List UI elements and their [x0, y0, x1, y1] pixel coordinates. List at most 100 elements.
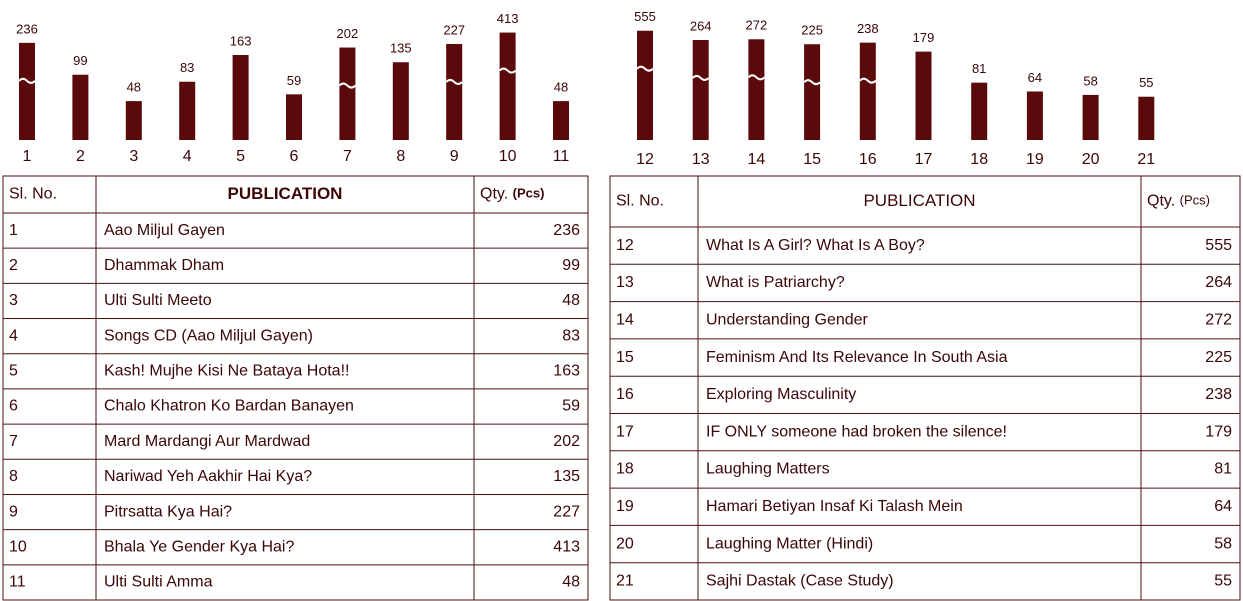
- category-label: 4: [183, 148, 192, 165]
- value-label: 58: [1083, 73, 1097, 88]
- sl-no: 18: [616, 461, 634, 478]
- value-label: 59: [287, 73, 301, 88]
- bar: [748, 39, 765, 140]
- value-label: 225: [801, 23, 823, 38]
- sl-no: 9: [9, 503, 18, 520]
- title: Ulti Sulti Meeto: [104, 292, 212, 309]
- value-label: 413: [497, 11, 519, 26]
- bar-break: [859, 77, 877, 84]
- qty: 48: [562, 574, 580, 591]
- title: Aao Miljul Gayen: [104, 222, 225, 239]
- sl-no: 20: [616, 535, 634, 552]
- sl-no: 21: [616, 573, 634, 590]
- sl-no: 4: [9, 327, 18, 344]
- bar: [1082, 94, 1099, 140]
- category-label: 6: [290, 148, 299, 165]
- qty: 55: [1214, 573, 1232, 590]
- category-label: 1: [23, 148, 32, 165]
- header: PUBLICATION: [863, 191, 975, 210]
- qty: 555: [1205, 237, 1232, 254]
- qty: 264: [1205, 274, 1232, 291]
- qty: 272: [1205, 311, 1232, 328]
- bar-break: [445, 78, 463, 85]
- qty: 179: [1205, 423, 1232, 440]
- bar-break: [747, 74, 766, 81]
- sl-no: 8: [9, 468, 18, 485]
- bar-break: [18, 77, 36, 84]
- qty: 83: [562, 327, 580, 344]
- sl-no: 17: [616, 423, 634, 440]
- bar: [1138, 96, 1155, 140]
- value-label: 272: [746, 18, 768, 33]
- bar: [179, 81, 196, 140]
- category-label: 18: [970, 151, 988, 168]
- value-label: 264: [690, 18, 712, 33]
- header-part: (Pcs): [513, 186, 545, 201]
- value-label: 55: [1139, 75, 1153, 90]
- category-label: 17: [915, 151, 933, 168]
- value-label: 202: [337, 26, 359, 41]
- value-label: 99: [73, 53, 87, 68]
- bar: [637, 30, 653, 141]
- title: Sajhi Dastak (Case Study): [706, 573, 894, 590]
- category-label: 11: [553, 148, 570, 165]
- title: Exploring Masculinity: [706, 386, 856, 403]
- sl-no: 3: [9, 292, 18, 309]
- value-label: 48: [127, 80, 141, 95]
- title: Dhammak Dham: [104, 257, 224, 274]
- bar: [19, 42, 35, 141]
- bar: [553, 101, 569, 140]
- header: Sl. No.: [9, 186, 57, 203]
- title: Ulti Sulti Amma: [104, 574, 213, 591]
- qty: 135: [553, 468, 580, 485]
- bar: [971, 82, 988, 140]
- sl-no: 16: [616, 386, 634, 403]
- value-label: 555: [634, 9, 656, 24]
- title: Kash! Mujhe Kisi Ne Bataya Hota!!: [104, 363, 349, 380]
- bar: [692, 39, 709, 140]
- category-label: 5: [236, 148, 245, 165]
- bar: [804, 44, 821, 140]
- header: Qty. (Pcs): [1147, 193, 1210, 210]
- title: Pitrsatta Kya Hai?: [104, 503, 232, 520]
- table-border: [609, 175, 1241, 601]
- value-label: 81: [972, 61, 986, 76]
- qty: 48: [562, 292, 580, 309]
- title: Hamari Betiyan Insaf Ki Talash Mein: [706, 498, 963, 515]
- bar-break: [498, 67, 517, 74]
- category-label: 10: [499, 148, 517, 165]
- value-label: 179: [913, 30, 935, 45]
- title: Laughing Matters: [706, 461, 830, 478]
- sl-no: 12: [616, 237, 634, 254]
- sl-no: 19: [616, 498, 634, 515]
- category-label: 8: [396, 148, 405, 165]
- sl-no: 11: [9, 574, 26, 591]
- qty: 99: [562, 257, 580, 274]
- category-label: 2: [76, 148, 85, 165]
- qty: 58: [1214, 535, 1232, 552]
- sl-no: 2: [9, 257, 18, 274]
- value-label: 236: [16, 21, 38, 36]
- title: Understanding Gender: [706, 311, 869, 328]
- category-label: 12: [636, 151, 654, 168]
- bar-break: [338, 82, 357, 89]
- qty: 59: [562, 398, 580, 415]
- title: Feminism And Its Relevance In South Asia: [706, 349, 1008, 366]
- bar: [232, 54, 249, 140]
- title: Nariwad Yeh Aakhir Hai Kya?: [104, 468, 312, 485]
- bar: [1026, 91, 1043, 140]
- value-label: 135: [390, 41, 412, 56]
- bar-break: [636, 65, 654, 72]
- title: What is Patriarchy?: [706, 274, 845, 291]
- sl-no: 13: [616, 274, 634, 291]
- category-label: 3: [129, 148, 138, 165]
- qty: 163: [553, 363, 580, 380]
- category-label: 20: [1082, 151, 1100, 168]
- header: Qty. (Pcs): [480, 186, 544, 203]
- sl-no: 15: [616, 349, 634, 366]
- category-label: 9: [450, 148, 459, 165]
- sl-no: 1: [9, 222, 18, 239]
- bar: [339, 47, 356, 141]
- category-label: 15: [803, 151, 821, 168]
- bar-break: [803, 79, 821, 86]
